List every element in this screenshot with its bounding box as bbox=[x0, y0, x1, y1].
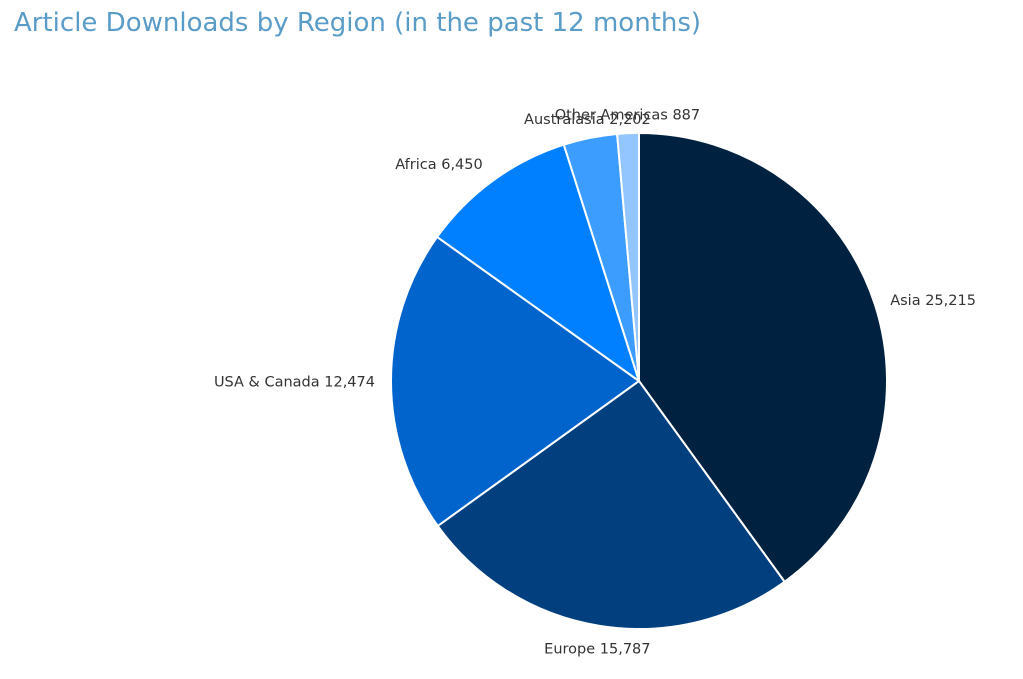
pie-labels: Asia 25,215 Europe 15,787 USA & Canada 12,… bbox=[214, 107, 976, 657]
pie-slice-usa-and-canada bbox=[390, 235, 640, 527]
pie-slices bbox=[390, 132, 889, 631]
slice-label-africa: Africa 6,450 bbox=[395, 157, 482, 173]
pie-slice-asia bbox=[638, 132, 889, 583]
chart-title: Article Downloads by Region (in the past… bbox=[14, 8, 702, 38]
slice-label-australasia: Australasia 2,202 bbox=[524, 112, 651, 128]
slice-label-europe: Europe 15,787 bbox=[544, 642, 650, 658]
slice-label-other-americas: Other Americas 887 bbox=[555, 107, 700, 123]
slice-label-usa-and-canada: USA & Canada 12,474 bbox=[214, 375, 375, 391]
slice-label-asia: Asia 25,215 bbox=[890, 293, 976, 309]
pie-slice-europe bbox=[436, 380, 786, 631]
pie-slice-africa bbox=[436, 143, 640, 382]
pie-slice-other-americas bbox=[616, 132, 640, 382]
